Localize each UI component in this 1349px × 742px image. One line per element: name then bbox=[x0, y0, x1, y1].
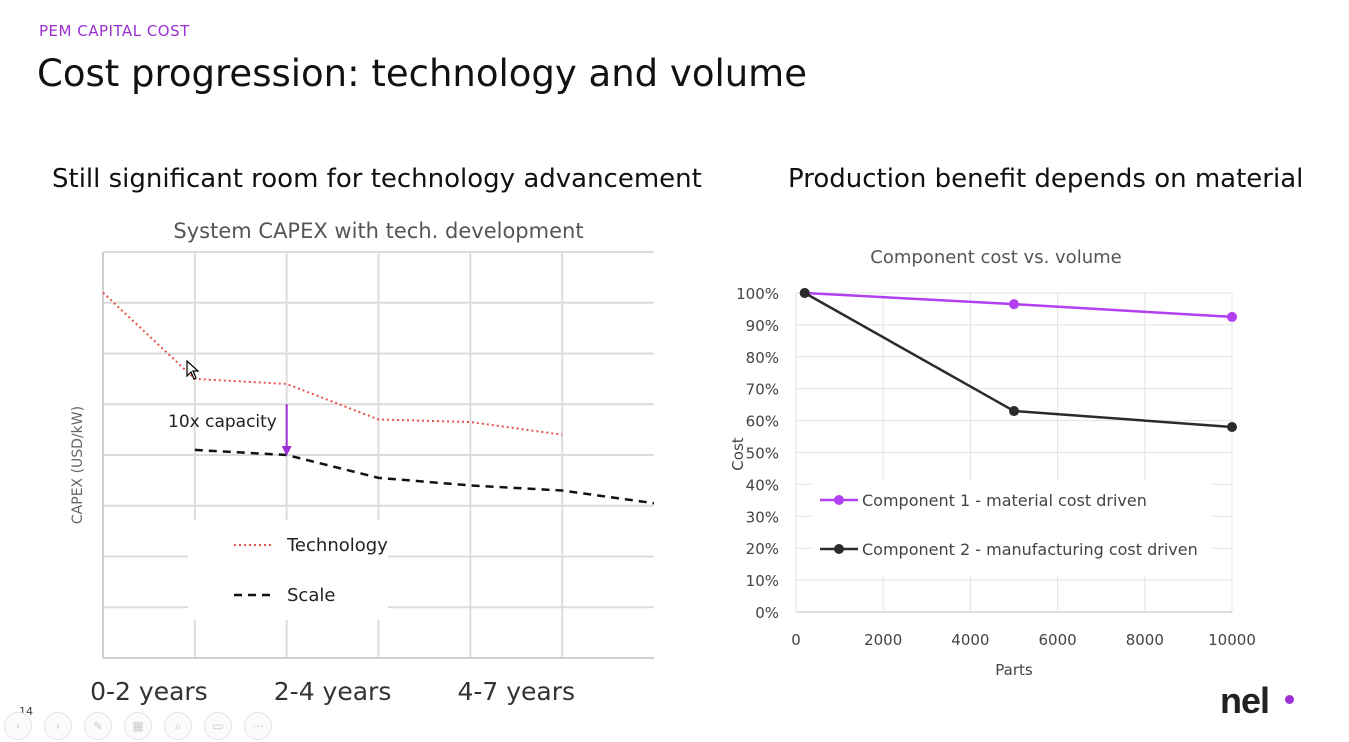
cost-y-tick-label: 10% bbox=[746, 572, 779, 590]
cost-y-tick-label: 90% bbox=[746, 317, 779, 335]
cost-data-point bbox=[799, 288, 810, 298]
zoom-button[interactable]: ⌕ bbox=[164, 712, 192, 740]
capex-series-scale bbox=[194, 448, 655, 505]
cost-legend-marker bbox=[834, 495, 844, 505]
capex-series-technology bbox=[102, 291, 563, 436]
capex-x-tick-label: 0-2 years bbox=[90, 677, 208, 706]
next-slide-button[interactable]: › bbox=[44, 712, 72, 740]
logo-dot-icon bbox=[1285, 695, 1294, 704]
all-slides-button[interactable]: ▦ bbox=[124, 712, 152, 740]
cost-x-tick-label: 6000 bbox=[1039, 631, 1077, 649]
left-subtitle: Still significant room for technology ad… bbox=[52, 164, 702, 194]
right-subtitle: Production benefit depends on material bbox=[788, 164, 1304, 194]
subtitles-button[interactable]: ▭ bbox=[204, 712, 232, 740]
section-kicker: PEM CAPITAL COST bbox=[39, 22, 190, 40]
cost-legend-box bbox=[812, 480, 1212, 575]
cost-x-tick-label: 0 bbox=[791, 631, 801, 649]
cost-chart-title: Component cost vs. volume bbox=[870, 247, 1121, 268]
slide-title: Cost progression: technology and volume bbox=[37, 52, 807, 95]
capex-legend-label: Scale bbox=[287, 585, 335, 606]
pen-tool-button[interactable]: ✎ bbox=[84, 712, 112, 740]
mouse-cursor-icon bbox=[186, 359, 200, 384]
cost-y-tick-label: 80% bbox=[746, 349, 779, 367]
cost-y-tick-label: 20% bbox=[746, 540, 779, 558]
cost-x-tick-label: 8000 bbox=[1126, 631, 1164, 649]
cost-y-tick-label: 40% bbox=[746, 476, 779, 494]
capex-legend-label: Technology bbox=[286, 535, 388, 556]
cost-y-tick-label: 70% bbox=[746, 381, 779, 399]
cost-x-tick-label: 2000 bbox=[864, 631, 902, 649]
cost-legend-label: Component 1 - material cost driven bbox=[862, 491, 1147, 510]
more-options-button[interactable]: ⋯ bbox=[244, 712, 272, 740]
cost-x-tick-label: 4000 bbox=[951, 631, 989, 649]
capacity-annotation-label: 10x capacity bbox=[168, 412, 277, 432]
cost-data-point bbox=[1227, 311, 1237, 322]
cost-legend-label: Component 2 - manufacturing cost driven bbox=[862, 540, 1198, 559]
cost-x-axis-label: Parts bbox=[995, 661, 1033, 679]
nel-logo: nel bbox=[1220, 680, 1270, 721]
cost-y-tick-label: 60% bbox=[746, 413, 779, 431]
cost-legend-marker bbox=[834, 544, 844, 554]
cost-data-point bbox=[1227, 421, 1237, 432]
cost-data-point bbox=[1009, 299, 1019, 310]
prev-slide-button[interactable]: ‹ bbox=[4, 712, 32, 740]
cost-y-tick-label: 50% bbox=[746, 445, 779, 463]
capacity-arrow-head-icon bbox=[281, 446, 292, 456]
capex-chart-title: System CAPEX with tech. development bbox=[173, 219, 583, 243]
capex-x-tick-label: 4-7 years bbox=[457, 677, 575, 706]
cost-y-tick-label: 100% bbox=[736, 285, 779, 303]
capex-legend-box bbox=[188, 520, 388, 620]
capex-x-tick-label: 2-4 years bbox=[274, 677, 392, 706]
cost-data-point bbox=[1009, 406, 1019, 417]
cost-y-axis-label: Cost bbox=[729, 437, 747, 470]
cost-y-tick-label: 0% bbox=[755, 604, 779, 622]
capex-y-axis-label: CAPEX (USD/kW) bbox=[70, 406, 86, 524]
cost-y-tick-label: 30% bbox=[746, 508, 779, 526]
cost-x-tick-label: 10000 bbox=[1208, 631, 1256, 649]
